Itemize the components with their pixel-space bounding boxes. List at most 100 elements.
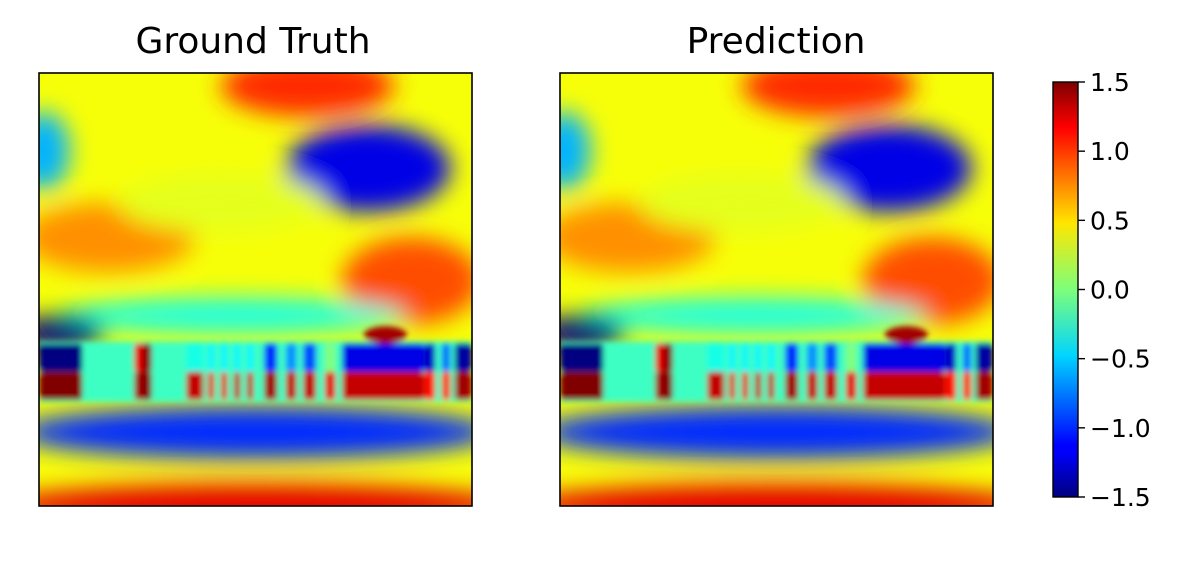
stripe-top-gt-9	[285, 343, 297, 372]
stripe-top-gt-2	[142, 343, 152, 372]
stripe-top-gt-0	[39, 343, 83, 372]
stripe-bottom-pred-6	[754, 371, 762, 400]
stripe-hot-spot-gt	[363, 326, 408, 344]
stripe-bottom-gt-8	[264, 371, 278, 400]
stripe-top-pred-11	[845, 343, 857, 372]
stripe-top-pred-10	[824, 343, 838, 372]
heatmap-smooth-field-pred	[560, 73, 993, 506]
stripe-bottom-gt-7	[246, 371, 254, 400]
stripe-bottom-gt-0	[39, 371, 83, 400]
heatmap-region-pred-9	[560, 484, 993, 506]
stripe-top-gt-10	[303, 343, 317, 372]
stripe-top-gt-7	[246, 343, 254, 372]
stripe-bottom-gt-3	[186, 371, 204, 400]
stripe-bottom-gt-4	[207, 371, 215, 400]
stripe-bottom-gt-6	[233, 371, 241, 400]
colorbar-tick-label-5: −1.0	[1090, 414, 1151, 443]
colorbar-tick-label-1: 1.0	[1090, 137, 1130, 166]
stripe-bottom-pred-3	[707, 371, 725, 400]
heatmap-region-pred-7	[560, 315, 625, 351]
axes-frame-ground-truth	[38, 72, 473, 507]
stripe-bottom-pred-4	[728, 371, 736, 400]
stripe-bottom-gt-13	[424, 371, 436, 400]
stripe-top-pred-9	[806, 343, 818, 372]
heatmap-ground-truth	[39, 73, 472, 506]
colorbar-tick-label-0: 1.5	[1090, 68, 1130, 97]
stripe-bottom-pred-8	[785, 371, 799, 400]
stripe-bottom-pred-15	[975, 371, 993, 400]
heatmap-region-gt-6	[60, 298, 408, 333]
panel-prediction: Prediction	[559, 21, 994, 507]
stripe-bottom-pred-10	[824, 371, 838, 400]
colorbar: 1.5 1.0 0.5 0.0 −0.5 −1.0 −1.5	[1052, 68, 1151, 512]
stripe-top-pred-15	[975, 343, 993, 372]
stripe-bottom-pred-13	[945, 371, 957, 400]
stripe-bottom-pred-12	[863, 371, 946, 400]
colorbar-tick-label-6: −1.5	[1090, 483, 1151, 512]
stripe-bottom-pred-14	[962, 371, 972, 400]
stripe-bottom-pred-2	[663, 371, 673, 400]
stripe-bottom-gt-15	[454, 371, 472, 400]
stripe-top-gt-5	[220, 343, 228, 372]
colorbar-tick-label-2: 0.5	[1090, 206, 1130, 235]
colorbar-gradient	[1053, 82, 1078, 497]
stripe-top-pred-13	[945, 343, 957, 372]
heatmap-smooth-field-gt	[39, 73, 472, 506]
panel-ground-truth: Ground Truth	[38, 21, 473, 507]
panel-title-prediction: Prediction	[687, 21, 866, 62]
heatmap-region-gt-1	[285, 124, 451, 212]
stripe-top-gt-4	[207, 343, 215, 372]
heatmap-region-pred-8	[560, 406, 993, 459]
stripe-bottom-gt-5	[220, 371, 228, 400]
stripe-bottom-pred-0	[560, 371, 604, 400]
heatmap-region-pred-2	[560, 111, 591, 190]
stripe-top-gt-3	[186, 343, 204, 372]
stripe-bottom-pred-11	[845, 371, 857, 400]
stripe-hot-spot-pred	[884, 326, 929, 344]
heatmap-region-pred-6	[581, 298, 929, 333]
heatmap-region-pred-1	[806, 124, 972, 212]
heatmap-stripe-band-gt	[39, 326, 472, 403]
stripe-top-pred-3	[707, 343, 725, 372]
stripe-top-pred-2	[663, 343, 673, 372]
heatmap-region-pred-5	[637, 172, 846, 234]
stripe-bottom-gt-14	[441, 371, 451, 400]
stripe-top-gt-11	[324, 343, 336, 372]
heatmap-region-gt-0	[220, 73, 395, 117]
stripe-top-pred-7	[767, 343, 775, 372]
stripe-top-gt-6	[233, 343, 241, 372]
panel-title-ground-truth: Ground Truth	[135, 21, 370, 62]
heatmap-region-gt-9	[39, 484, 472, 506]
stripe-bottom-gt-11	[324, 371, 336, 400]
heatmap-region-gt-7	[39, 315, 104, 351]
stripe-bottom-gt-10	[303, 371, 317, 400]
stripe-top-pred-14	[962, 343, 972, 372]
colorbar-ticks: 1.5 1.0 0.5 0.0 −0.5 −1.0 −1.5	[1078, 68, 1151, 512]
stripe-top-gt-8	[264, 343, 278, 372]
axes-frame-prediction	[559, 72, 994, 507]
heatmap-region-pred-4	[863, 237, 993, 325]
heatmap-region-gt-2	[39, 111, 70, 190]
stripe-top-pred-5	[741, 343, 749, 372]
heatmap-region-gt-8	[39, 406, 472, 459]
stripe-bottom-gt-2	[142, 371, 152, 400]
stripe-bottom-gt-9	[285, 371, 297, 400]
colorbar-tick-label-3: 0.0	[1090, 276, 1130, 305]
heatmap-stripe-band-pred	[560, 326, 993, 403]
stripe-top-gt-15	[454, 343, 472, 372]
colorbar-tick-label-4: −0.5	[1090, 345, 1151, 374]
stripe-bottom-pred-9	[806, 371, 818, 400]
stripe-bottom-pred-7	[767, 371, 775, 400]
heatmap-region-gt-5	[116, 172, 325, 234]
stripe-top-pred-8	[785, 343, 799, 372]
stripe-top-gt-14	[441, 343, 451, 372]
stripe-top-gt-13	[424, 343, 436, 372]
stripe-top-pred-6	[754, 343, 762, 372]
stripe-top-pred-0	[560, 343, 604, 372]
stripe-bottom-gt-12	[342, 371, 425, 400]
stripe-bottom-pred-5	[741, 371, 749, 400]
stripe-top-pred-4	[728, 343, 736, 372]
heatmap-region-pred-0	[741, 73, 916, 117]
heatmap-region-gt-4	[342, 237, 472, 325]
